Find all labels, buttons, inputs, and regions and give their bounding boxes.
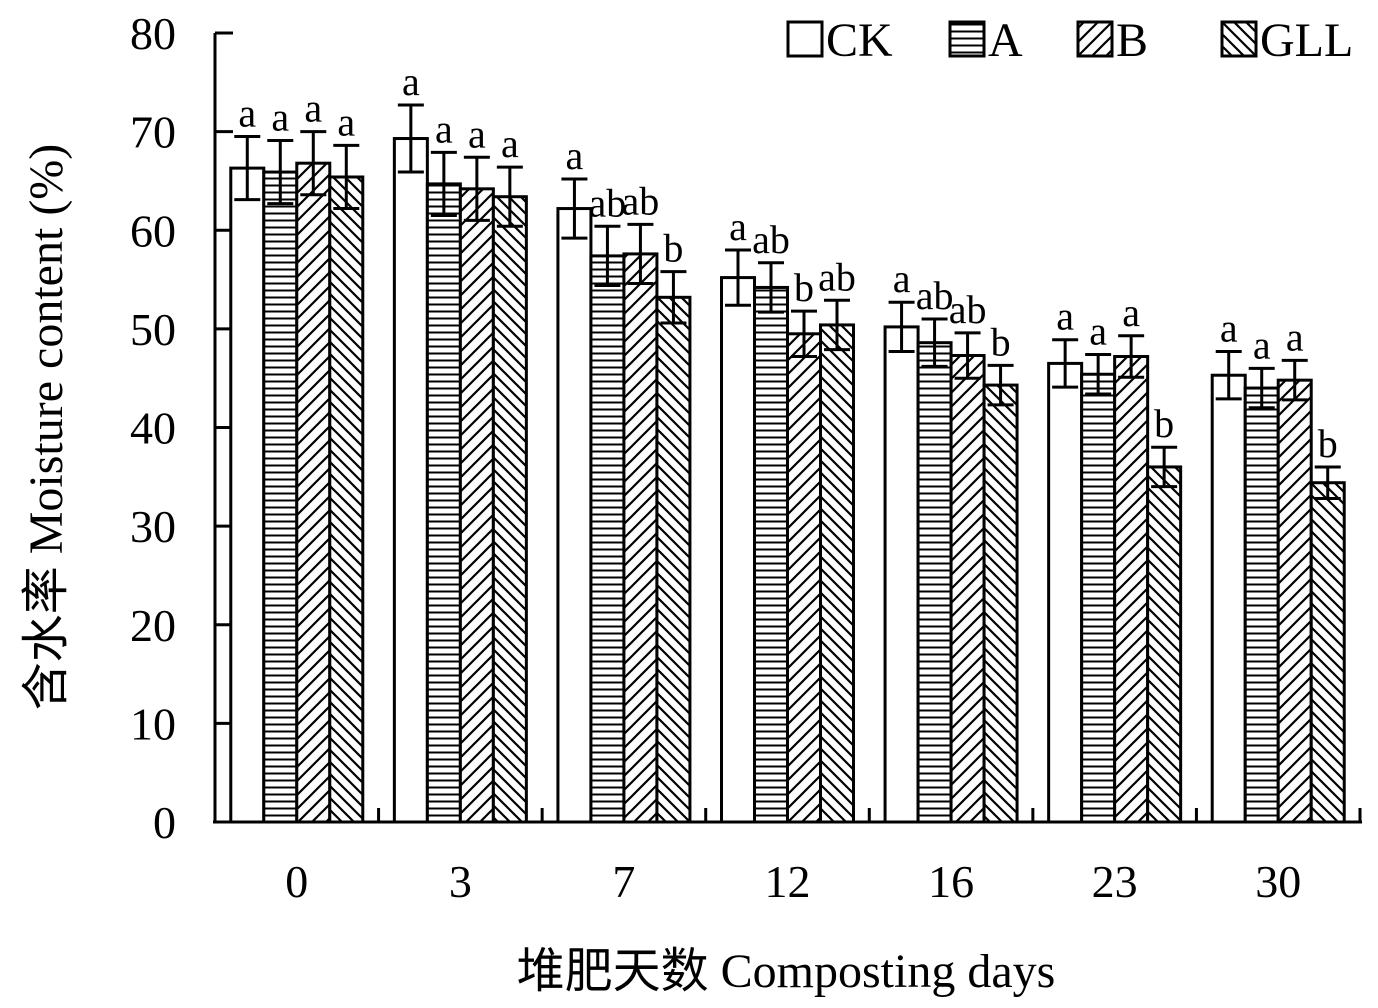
y-tick-label: 10 xyxy=(130,698,176,749)
legend-label: A xyxy=(988,14,1023,67)
x-tick-label: 23 xyxy=(1092,856,1138,907)
significance-label: b xyxy=(1154,401,1174,446)
bar xyxy=(1243,386,1280,824)
legend: CK A B GLL xyxy=(786,14,1353,67)
significance-label: ab xyxy=(589,180,627,225)
bar xyxy=(883,325,920,824)
legend-swatch xyxy=(948,20,986,58)
bar xyxy=(328,175,365,824)
bars xyxy=(229,137,1346,824)
legend-label: CK xyxy=(826,14,893,67)
significance-label: b xyxy=(794,265,814,310)
bar xyxy=(556,207,593,824)
bar xyxy=(753,285,789,824)
bar xyxy=(786,332,822,824)
y-tick-label: 70 xyxy=(130,107,176,158)
significance-label: b xyxy=(663,226,683,271)
bar xyxy=(622,252,659,824)
bar xyxy=(655,295,692,824)
x-axis-title: 堆肥天数 Composting days xyxy=(517,945,1056,998)
bar xyxy=(392,137,429,824)
x-tick-label: 16 xyxy=(928,856,974,907)
y-tick-label: 60 xyxy=(130,205,176,256)
x-tick-label: 0 xyxy=(285,856,308,907)
y-ticks: 0 10 20 30 40 50 60 70 80 xyxy=(130,8,233,848)
bar xyxy=(819,323,855,824)
bar xyxy=(1047,361,1084,824)
x-ticks: 0 3 7 12 16 23 30 xyxy=(285,808,1362,907)
bar xyxy=(1276,378,1313,824)
bar xyxy=(491,195,528,824)
y-tick-label: 40 xyxy=(130,403,176,454)
significance-label: a xyxy=(1089,309,1107,354)
significance-label: b xyxy=(1318,421,1338,466)
y-axis-title: 含水率 Moisture content (%) xyxy=(20,144,73,711)
bar xyxy=(262,170,299,824)
y-tick-label: 20 xyxy=(130,600,176,651)
bar xyxy=(1146,465,1183,824)
significance-label: a xyxy=(1122,290,1140,335)
significance-label: a xyxy=(1220,306,1238,351)
legend-swatch xyxy=(1076,20,1114,58)
bar xyxy=(295,161,332,824)
bar xyxy=(458,187,495,824)
x-tick-label: 30 xyxy=(1255,856,1301,907)
significance-label: a xyxy=(468,111,486,156)
bar xyxy=(1210,373,1247,824)
bar xyxy=(720,276,756,824)
significance-label: a xyxy=(238,91,256,136)
significance-label: a xyxy=(1286,314,1304,359)
significance-label: a xyxy=(402,59,420,104)
significance-label: ab xyxy=(949,287,987,332)
significance-label: a xyxy=(304,86,322,131)
significance-label: ab xyxy=(916,273,954,318)
x-tick-label: 12 xyxy=(765,856,811,907)
bar xyxy=(229,166,266,824)
bar xyxy=(589,254,626,824)
y-tick-label: 50 xyxy=(130,304,176,355)
significance-label: a xyxy=(271,95,289,140)
bar xyxy=(916,341,953,824)
significance-label: a xyxy=(729,204,747,249)
x-tick-label: 7 xyxy=(612,856,635,907)
significance-label: ab xyxy=(818,254,856,299)
legend-label: B xyxy=(1116,14,1148,67)
y-tick-label: 80 xyxy=(130,8,176,59)
significance-label: ab xyxy=(752,217,790,262)
significance-label: a xyxy=(501,121,519,166)
bar xyxy=(1080,372,1117,824)
bar xyxy=(1309,481,1346,824)
significance-label: a xyxy=(1253,322,1271,367)
bar xyxy=(425,182,462,824)
bar xyxy=(1113,354,1150,824)
significance-label: a xyxy=(893,256,911,301)
legend-swatch xyxy=(786,20,824,58)
significance-label: a xyxy=(337,99,355,144)
significance-label: b xyxy=(991,319,1011,364)
significance-label: a xyxy=(1056,294,1074,339)
y-tick-label: 30 xyxy=(130,501,176,552)
significance-label: a xyxy=(435,106,453,151)
significance-label: a xyxy=(566,133,584,178)
bar xyxy=(949,354,986,824)
y-tick-label: 0 xyxy=(153,797,176,848)
legend-swatch xyxy=(1220,20,1258,58)
significance-label: ab xyxy=(622,178,660,223)
legend-label: GLL xyxy=(1260,14,1353,67)
error-bars xyxy=(234,103,1341,501)
x-tick-label: 3 xyxy=(449,856,472,907)
bar xyxy=(982,383,1019,824)
